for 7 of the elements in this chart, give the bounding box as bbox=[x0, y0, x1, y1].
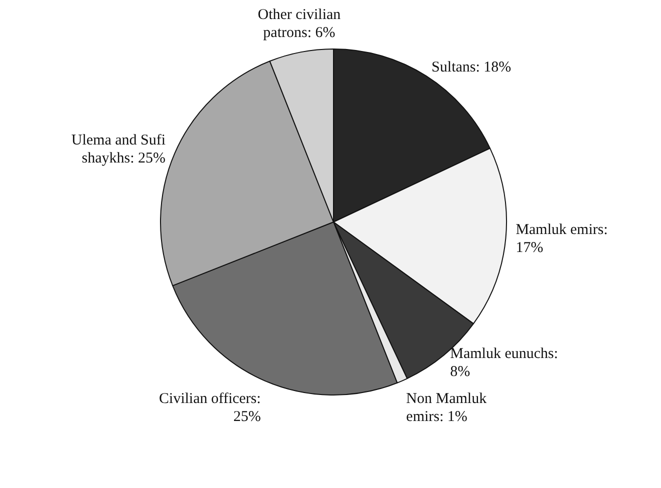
slice-label: Ulema and Sufi shaykhs: 25% bbox=[71, 132, 166, 166]
slice-label: Non Mamluk emirs: 1% bbox=[406, 390, 488, 425]
slice-label: Mamluk emirs: 17% bbox=[516, 222, 608, 256]
slice-label: Sultans: 18% bbox=[432, 59, 512, 76]
slice-label: Mamluk eunuchs: 8% bbox=[450, 346, 558, 380]
slice-label: Other civilian patrons: 6% bbox=[258, 7, 342, 42]
slice-label: Civilian officers: 25% bbox=[159, 390, 261, 425]
